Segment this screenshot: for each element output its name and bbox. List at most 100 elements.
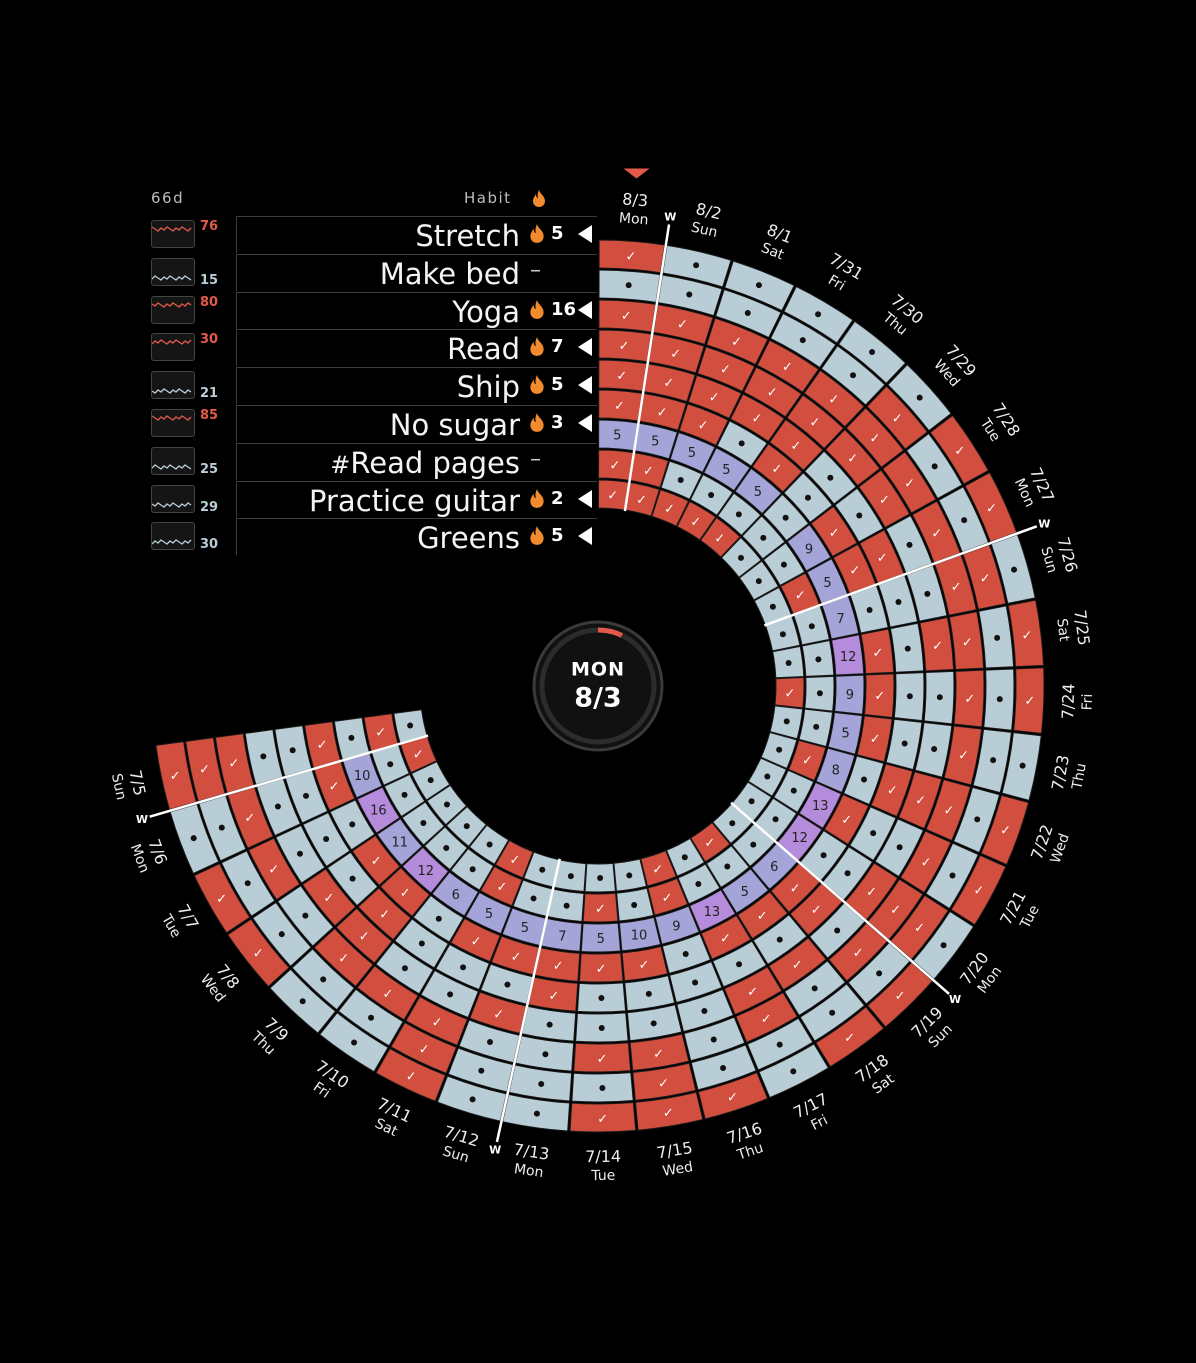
habit-name[interactable]: Yoga xyxy=(452,295,520,329)
habit-name[interactable]: No sugar xyxy=(390,408,520,442)
day-cell[interactable] xyxy=(950,854,1007,926)
day-cell[interactable] xyxy=(356,965,419,1021)
habit-name[interactable]: Stretch xyxy=(415,219,520,253)
habit-name[interactable]: Make bed xyxy=(380,257,520,291)
day-cell[interactable] xyxy=(858,469,911,529)
day-cell[interactable] xyxy=(828,922,889,982)
day-cell[interactable] xyxy=(845,407,905,469)
day-cell[interactable] xyxy=(654,905,700,945)
day-cell[interactable] xyxy=(669,431,716,473)
day-cell[interactable] xyxy=(721,868,770,914)
habit-row[interactable]: 85 No sugar 3 xyxy=(0,405,600,442)
day-cell[interactable] xyxy=(948,611,985,670)
habit-row[interactable]: 15 Make bed – xyxy=(0,253,600,291)
day-cell[interactable] xyxy=(648,333,705,374)
day-cell[interactable] xyxy=(651,489,690,527)
day-cell[interactable] xyxy=(756,339,820,393)
day-cell[interactable] xyxy=(789,882,844,936)
day-cell[interactable] xyxy=(301,868,357,927)
day-cell[interactable] xyxy=(751,443,803,493)
day-cell[interactable] xyxy=(390,1021,458,1074)
day-cell[interactable] xyxy=(953,669,985,728)
day-cell[interactable] xyxy=(934,554,977,616)
day-cell[interactable] xyxy=(798,781,842,830)
day-cell[interactable] xyxy=(501,907,547,947)
day-cell[interactable] xyxy=(823,793,870,846)
day-cell[interactable] xyxy=(703,447,751,492)
day-cell[interactable] xyxy=(578,952,624,983)
day-cell[interactable] xyxy=(856,715,893,763)
day-cell[interactable] xyxy=(676,500,717,541)
habit-name[interactable]: #Read pages xyxy=(330,446,520,480)
day-cell[interactable] xyxy=(647,877,689,916)
habit-row[interactable]: 80 Yoga 16 xyxy=(0,291,600,329)
day-cell[interactable] xyxy=(821,595,860,640)
day-cell[interactable] xyxy=(335,907,393,964)
day-cell[interactable] xyxy=(827,711,863,755)
day-cell[interactable] xyxy=(860,628,895,675)
day-cell[interactable] xyxy=(479,865,523,907)
day-cell[interactable] xyxy=(696,346,756,393)
day-cell[interactable] xyxy=(193,862,251,934)
day-cell[interactable] xyxy=(980,794,1030,866)
day-cell[interactable] xyxy=(629,1033,690,1071)
day-cell[interactable] xyxy=(824,428,881,487)
habit-row[interactable]: 30 Greens 5 xyxy=(0,518,600,556)
day-cell[interactable] xyxy=(401,846,450,894)
day-cell[interactable] xyxy=(155,741,198,811)
day-cell[interactable] xyxy=(379,866,431,918)
day-cell[interactable] xyxy=(1013,667,1045,734)
day-cell[interactable] xyxy=(866,961,934,1028)
habit-name[interactable]: Greens xyxy=(417,521,520,555)
day-cell[interactable] xyxy=(743,366,803,418)
day-cell[interactable] xyxy=(786,523,832,572)
day-cell[interactable] xyxy=(687,374,743,420)
day-cell[interactable] xyxy=(830,634,865,676)
day-cell[interactable] xyxy=(690,821,731,863)
day-cell[interactable] xyxy=(834,674,865,715)
day-cell[interactable] xyxy=(490,935,540,976)
day-cell[interactable] xyxy=(185,737,226,802)
day-cell[interactable] xyxy=(227,918,290,988)
day-cell[interactable] xyxy=(803,369,865,428)
day-cell[interactable] xyxy=(376,818,423,866)
day-cell[interactable] xyxy=(697,1071,769,1120)
habit-name[interactable]: Practice guitar xyxy=(309,484,520,518)
day-cell[interactable] xyxy=(356,786,401,834)
day-cell[interactable] xyxy=(734,467,783,515)
habit-row[interactable]: 29 Practice guitar 2 xyxy=(0,480,600,518)
day-cell[interactable] xyxy=(723,966,783,1016)
day-cell[interactable] xyxy=(405,995,469,1047)
day-cell[interactable] xyxy=(815,747,856,794)
habit-row[interactable]: 30 Read 7 xyxy=(0,329,600,367)
day-cell[interactable] xyxy=(464,891,512,935)
habit-name[interactable]: Ship xyxy=(457,370,520,404)
day-cell[interactable] xyxy=(363,713,399,753)
day-cell[interactable] xyxy=(899,830,952,894)
day-cell[interactable] xyxy=(652,304,714,345)
day-cell[interactable] xyxy=(786,394,845,450)
day-cell[interactable] xyxy=(247,837,301,901)
day-cell[interactable] xyxy=(469,991,527,1034)
day-cell[interactable] xyxy=(700,914,752,960)
day-cell[interactable] xyxy=(632,1062,697,1101)
day-cell[interactable] xyxy=(929,414,990,485)
day-cell[interactable] xyxy=(214,733,255,794)
day-cell[interactable] xyxy=(919,616,955,672)
day-cell[interactable] xyxy=(962,544,1007,610)
day-cell[interactable] xyxy=(494,839,534,879)
day-cell[interactable] xyxy=(640,849,677,887)
day-cell[interactable] xyxy=(678,403,729,446)
day-cell[interactable] xyxy=(573,1042,632,1073)
day-cell[interactable] xyxy=(735,991,799,1043)
day-cell[interactable] xyxy=(643,363,696,403)
day-cell[interactable] xyxy=(881,451,937,514)
habit-row[interactable]: 76 Stretch 5 xyxy=(0,216,600,253)
day-cell[interactable] xyxy=(689,889,737,933)
day-cell[interactable] xyxy=(870,763,914,818)
day-cell[interactable] xyxy=(863,673,895,719)
day-cell[interactable] xyxy=(774,677,805,709)
day-cell[interactable] xyxy=(431,871,480,917)
day-cell[interactable] xyxy=(634,422,678,460)
day-cell[interactable] xyxy=(699,516,741,558)
